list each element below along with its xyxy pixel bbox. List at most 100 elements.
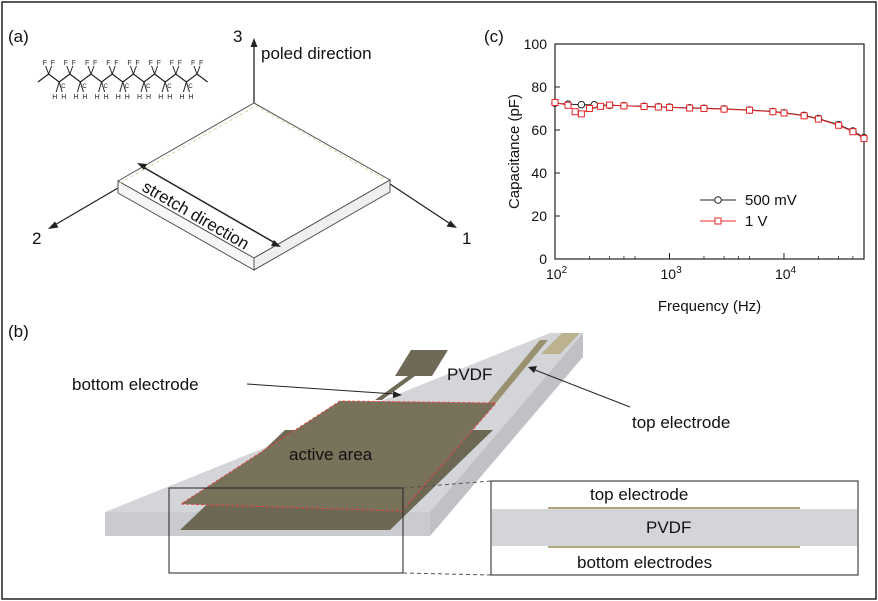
molecule-h-bond — [55, 81, 60, 93]
molecule-h-bond — [58, 81, 63, 93]
molecule-f-bond — [87, 65, 92, 75]
data-point — [665, 103, 673, 111]
molecule-h-atom: H — [73, 94, 78, 101]
molecule-h-atom: H — [167, 94, 172, 101]
data-point — [585, 105, 593, 112]
data-point — [780, 109, 788, 117]
molecule-h-atom: H — [61, 94, 66, 101]
molecule-h-bond — [143, 81, 148, 93]
molecule-f-bond — [69, 65, 74, 75]
data-point — [571, 108, 579, 116]
y-tick-label: 80 — [531, 79, 547, 95]
panel-a-label: (a) — [8, 27, 29, 46]
data-point — [835, 121, 843, 129]
active-area — [179, 400, 498, 512]
inset-bottom-electrodes-label: bottom electrodes — [577, 553, 713, 572]
data-point — [551, 98, 559, 106]
legend-label: 1 V — [745, 213, 768, 230]
x-tick-label: 103 — [660, 265, 682, 282]
stretch-arrow-line — [142, 166, 276, 244]
top-electrode-label: top electrode — [632, 413, 731, 432]
molecule-c-atom: C — [82, 84, 87, 90]
molecule-f-bond — [175, 65, 180, 75]
axis-3-label: 3 — [233, 27, 243, 46]
bottom-electrode-tab — [395, 350, 448, 376]
data-point — [620, 102, 628, 110]
molecule-h-atom: H — [125, 94, 130, 101]
bottom-electrode-leader — [246, 383, 396, 395]
data-point — [640, 103, 648, 111]
series-line — [554, 101, 865, 140]
molecule-f-atom: F — [114, 60, 118, 67]
molecule-f-atom: F — [51, 60, 55, 67]
data-point — [700, 105, 708, 112]
data-point — [720, 105, 728, 113]
capacitance-chart: 0 20 40 60 80 100 102 103 104 Frequency (Hz) Capac… — [506, 36, 868, 315]
molecule-f-atom: F — [135, 60, 139, 67]
molecule-h-bond — [122, 81, 127, 93]
stretch-arrowhead-end — [271, 240, 281, 247]
molecule-f-atom: F — [72, 60, 76, 67]
molecule-h-atom: H — [137, 94, 142, 101]
inset-top-electrode-label: top electrode — [590, 485, 689, 504]
data-point — [746, 106, 754, 114]
molecule-f-bond — [172, 65, 177, 75]
data-point — [860, 135, 868, 143]
molecule-c-atom: C — [167, 84, 172, 90]
data-point — [814, 115, 822, 123]
molecule-f-atom: F — [149, 60, 153, 67]
data-point — [769, 108, 777, 116]
molecule-h-bond — [182, 81, 187, 93]
data-point — [577, 100, 586, 109]
molecule-h-bond — [98, 81, 103, 93]
molecule-h-bond — [164, 81, 169, 93]
top-electrode-lead — [487, 340, 548, 404]
y-tick-label: 60 — [531, 122, 547, 138]
molecule-f-atom: F — [127, 60, 131, 67]
slab-top-face — [116, 102, 392, 259]
molecule-h-atom: H — [158, 94, 163, 101]
molecule-f-atom: F — [178, 60, 182, 67]
data-point — [654, 103, 662, 111]
data-point — [686, 104, 694, 112]
axis-2-line — [52, 187, 119, 227]
bottom-electrode-label: bottom electrode — [72, 375, 199, 394]
molecule-h-bond — [101, 81, 106, 93]
molecule-f-bond — [45, 65, 50, 75]
data-point — [597, 102, 605, 110]
legend-marker — [714, 217, 722, 225]
molecule-h-atom: H — [52, 94, 57, 101]
molecule-h-bond — [185, 81, 190, 93]
molecule-f-atom: F — [43, 60, 47, 67]
y-tick-label: 0 — [539, 251, 547, 267]
slab-hidden-edges — [119, 105, 387, 184]
molecule-h-atom: H — [188, 94, 193, 101]
zoom-box — [168, 487, 404, 574]
poled-direction-label: poled direction — [261, 44, 372, 63]
pvdf-film-side — [430, 333, 583, 536]
molecule-f-bond — [90, 65, 95, 75]
molecule-c-atom: C — [125, 84, 130, 90]
molecule-f-atom: F — [170, 60, 174, 67]
x-tick-label: 102 — [546, 265, 568, 282]
molecule-h-atom: H — [104, 94, 109, 101]
data-point — [849, 128, 857, 136]
slab-right-face — [253, 179, 391, 271]
molecule-f-atom: F — [106, 60, 110, 67]
molecule-h-bond — [76, 81, 81, 93]
molecule-h-atom: H — [179, 94, 184, 101]
molecule-f-bond — [111, 65, 116, 75]
top-electrode-tab — [541, 333, 580, 354]
molecule-f-bond — [151, 65, 156, 75]
molecule-h-atom: H — [95, 94, 100, 101]
molecule-c-atom: C — [188, 84, 193, 90]
stretch-arrowhead-start — [137, 163, 147, 170]
zoom-connector-bottom — [402, 572, 492, 576]
top-electrode-leader — [534, 369, 631, 408]
panel-a-drawing: F F F F F F F F F F F F F F F FH HCH HCH HCH HCH HCH HCH HC — [37, 38, 457, 271]
pvdf-molecule: F F F F F F F F F F F F F F F FH HCH HCH HCH HCH HCH HCH HC — [37, 60, 208, 101]
molecule-h-bond — [119, 81, 124, 93]
